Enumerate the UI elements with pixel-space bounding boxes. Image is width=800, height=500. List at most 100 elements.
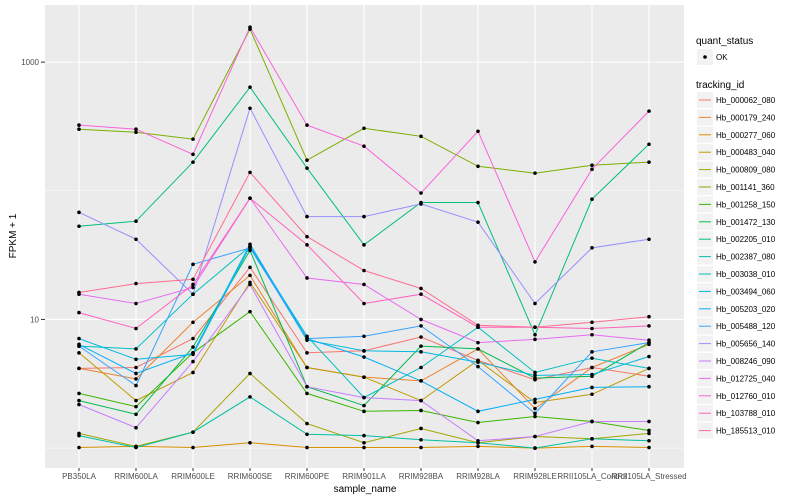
data-point [77, 310, 81, 315]
data-point [248, 85, 252, 90]
data-point [419, 445, 423, 450]
shape-legend-label: OK [716, 53, 728, 62]
data-point [533, 325, 537, 330]
data-point [77, 402, 81, 407]
legend-label: Hb_005203_020 [716, 305, 776, 314]
data-point [476, 164, 480, 169]
data-point [419, 324, 423, 328]
data-point [419, 365, 423, 370]
legend-label: Hb_000809_080 [716, 166, 776, 175]
data-point [77, 366, 81, 371]
data-point [590, 332, 594, 337]
data-point [248, 371, 252, 376]
data-point [77, 127, 81, 132]
data-point [134, 357, 138, 362]
x-tick-label: RRIM600SE [228, 472, 272, 481]
data-point [191, 336, 195, 341]
data-point [248, 248, 252, 253]
point-icon [703, 55, 707, 59]
data-point [305, 365, 309, 370]
legend-label: Hb_012760_010 [716, 392, 776, 401]
data-point [647, 338, 651, 342]
data-point [362, 375, 366, 379]
data-point [134, 383, 138, 388]
data-point [248, 170, 252, 175]
legend-label: Hb_001258_150 [716, 200, 776, 209]
data-point [419, 317, 423, 322]
data-point [362, 349, 366, 353]
data-point [191, 292, 195, 297]
data-point [647, 142, 651, 147]
legend-label: Hb_001472_130 [716, 218, 776, 227]
data-point [305, 234, 309, 239]
data-point [305, 166, 309, 170]
data-point [476, 438, 480, 443]
data-point [362, 355, 366, 359]
data-point [134, 377, 138, 381]
x-tick-label: RRIM928BA [399, 472, 444, 481]
x-tick-label: RRII105LA_Stressed [611, 472, 686, 481]
data-point [419, 191, 423, 195]
data-point [77, 210, 81, 215]
x-tick-label: PB350LA [62, 472, 96, 481]
data-point [134, 425, 138, 430]
data-point [305, 123, 309, 127]
data-point [647, 445, 651, 450]
data-point [248, 196, 252, 201]
data-point [248, 25, 252, 29]
data-point [647, 314, 651, 319]
data-point [533, 260, 537, 264]
data-point [647, 237, 651, 242]
data-point [191, 152, 195, 157]
data-point [476, 220, 480, 224]
data-point [134, 326, 138, 331]
data-point [191, 262, 195, 267]
data-point [533, 411, 537, 416]
data-point [305, 336, 309, 341]
y-axis: 10 1000 [21, 58, 45, 324]
data-point [134, 301, 138, 306]
data-point [248, 265, 252, 270]
data-point [362, 243, 366, 247]
data-point [647, 354, 651, 359]
data-point [590, 392, 594, 397]
data-point [419, 408, 423, 413]
x-tick-label: RRIM600PE [285, 472, 329, 481]
data-point [647, 384, 651, 389]
data-point [533, 337, 537, 342]
data-point [419, 292, 423, 297]
data-point [647, 324, 651, 328]
data-point [134, 365, 138, 370]
data-point [419, 398, 423, 403]
y-tick-label: 10 [30, 315, 39, 324]
data-point [305, 421, 309, 426]
data-point [476, 129, 480, 134]
data-point [590, 385, 594, 390]
data-point [305, 445, 309, 450]
data-point [647, 419, 651, 424]
shape-legend-title: quant_status [696, 36, 753, 47]
x-tick-label: RRIM600LA [114, 472, 158, 481]
data-point [362, 268, 366, 273]
data-point [248, 242, 252, 247]
data-point [590, 372, 594, 377]
x-tick-label: RRIM901LA [342, 472, 386, 481]
data-point [533, 301, 537, 306]
data-point [305, 158, 309, 162]
data-point [362, 334, 366, 339]
data-point [248, 309, 252, 314]
data-point [419, 202, 423, 206]
data-point [419, 379, 423, 383]
data-point [590, 326, 594, 331]
data-point [77, 391, 81, 396]
data-point [134, 404, 138, 409]
data-point [419, 344, 423, 348]
data-point [362, 214, 366, 219]
data-point [134, 130, 138, 135]
x-axis: PB350LA RRIM600LA RRIM600LE RRIM600SE RRIM60… [62, 468, 687, 481]
data-point [191, 285, 195, 290]
data-point [134, 398, 138, 403]
grid [45, 5, 684, 468]
data-point [191, 320, 195, 325]
